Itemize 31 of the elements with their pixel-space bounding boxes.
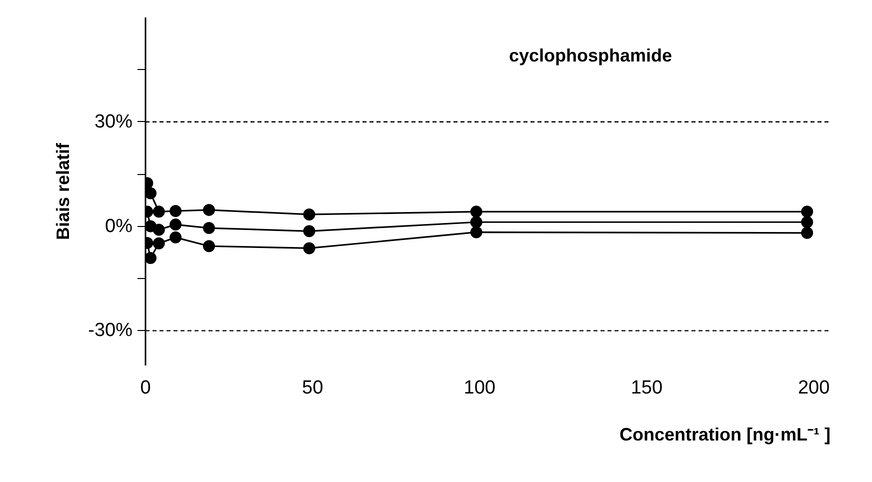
point: [170, 218, 182, 231]
point: [152, 224, 165, 236]
point: [146, 187, 157, 200]
y-axis-title: Biais relatif: [53, 142, 74, 240]
point: [202, 222, 215, 234]
x-tick-label: 50: [302, 378, 324, 398]
x-axis-title: Concentration [ng·mL⁻¹ ]: [620, 424, 831, 444]
point: [470, 226, 482, 238]
point: [170, 205, 182, 217]
point: [170, 231, 182, 244]
point: [303, 225, 316, 238]
point: [202, 204, 215, 216]
point: [801, 226, 814, 239]
x-tick-label: 200: [798, 378, 830, 398]
y-tick-label: 30%: [94, 111, 133, 132]
point: [470, 206, 482, 218]
x-tick-label: 150: [630, 378, 663, 398]
y-tick-label: -30%: [88, 320, 133, 342]
point: [152, 237, 165, 250]
text: cyclophosphamide: [508, 46, 672, 66]
point: [146, 252, 157, 264]
point: [152, 206, 165, 218]
point: [303, 242, 316, 254]
x-tick-label: 0: [140, 378, 151, 398]
x-tick-label: 100: [464, 378, 496, 398]
point: [470, 216, 482, 228]
point: [202, 240, 215, 252]
point: [801, 206, 814, 218]
point: [801, 216, 814, 228]
point: [303, 208, 316, 220]
y-tick-label: 0%: [105, 216, 133, 237]
